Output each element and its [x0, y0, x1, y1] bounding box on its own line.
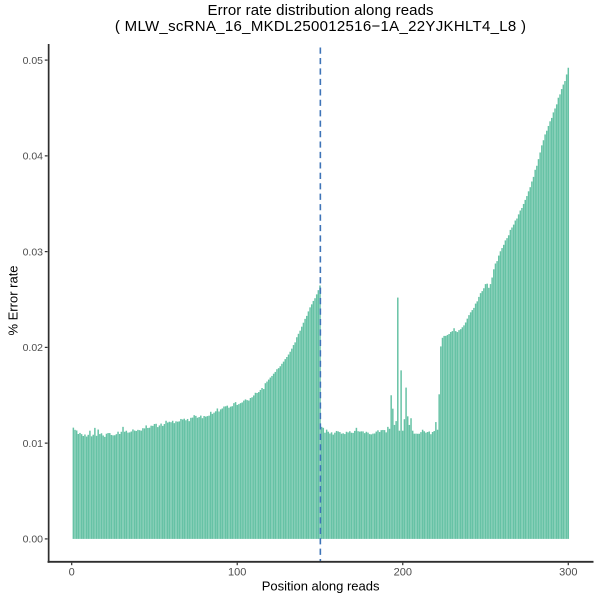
svg-text:200: 200 [394, 567, 412, 579]
svg-text:0.01: 0.01 [23, 438, 44, 450]
svg-text:0: 0 [69, 567, 75, 579]
svg-text:300: 300 [559, 567, 577, 579]
svg-text:0.03: 0.03 [23, 246, 44, 258]
svg-text:0.05: 0.05 [23, 55, 44, 67]
svg-text:Error rate distribution along: Error rate distribution along reads [208, 2, 434, 19]
svg-text:100: 100 [228, 567, 246, 579]
svg-text:0.02: 0.02 [23, 342, 44, 354]
svg-text:Position along reads: Position along reads [262, 579, 380, 594]
svg-text:0.04: 0.04 [23, 151, 44, 163]
svg-text:% Error rate: % Error rate [6, 265, 21, 335]
svg-text:0.00: 0.00 [23, 534, 44, 546]
svg-text:( MLW_scRNA_16_MKDL250012516−1: ( MLW_scRNA_16_MKDL250012516−1A_22YJKHLT… [115, 18, 526, 35]
